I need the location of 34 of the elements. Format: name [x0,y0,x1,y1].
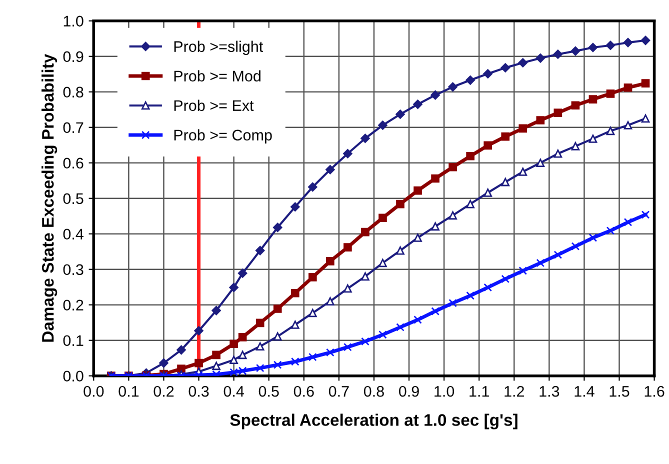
y-tick-label: 0.9 [63,51,84,62]
x-tick-label: 0.5 [258,386,279,397]
legend-label: Prob >= Comp [174,129,272,144]
legend-label: Prob >=slight [174,40,264,55]
x-tick-label: 0.7 [328,386,349,397]
y-tick-label: 0.7 [63,122,84,134]
x-tick-label: 1.5 [610,386,630,397]
x-tick-label: 0.4 [224,386,244,397]
y-tick-label: 0.0 [63,370,84,382]
y-tick-label: 0.1 [63,335,84,346]
x-tick-label: 1.1 [470,386,489,397]
legend-label: Prob >= Mod [174,70,260,82]
y-tick-label: 0.2 [63,300,84,311]
x-tick-label: 1.6 [644,386,664,397]
x-axis-title: Spectral Acceleration at 1.0 sec [g's] [230,414,518,430]
x-tick-label: 1.3 [540,386,560,397]
x-tick-label: 0.6 [294,386,314,397]
x-tick-label: 1.2 [504,386,524,397]
x-tick-label: 0.9 [398,386,419,397]
legend-label: Prob >= Ext [174,100,254,111]
x-tick-label: 0.1 [118,386,139,397]
x-tick-label: 0.2 [154,386,174,397]
y-tick-label: 0.6 [63,158,84,169]
x-tick-label: 0.8 [364,386,384,397]
x-tick-label: 1.0 [434,386,454,397]
y-axis-title: Damage State Exceeding Probability [42,54,58,342]
y-tick-label: 0.4 [63,228,84,240]
x-tick-label: 1.4 [574,386,594,397]
y-tick-label: 1.0 [64,16,84,27]
y-tick-label: 0.3 [63,264,84,276]
y-tick-label: 0.5 [63,193,84,204]
y-tick-label: 0.8 [63,86,84,98]
x-tick-label: 0.0 [84,386,104,397]
x-tick-label: 0.3 [188,386,209,397]
